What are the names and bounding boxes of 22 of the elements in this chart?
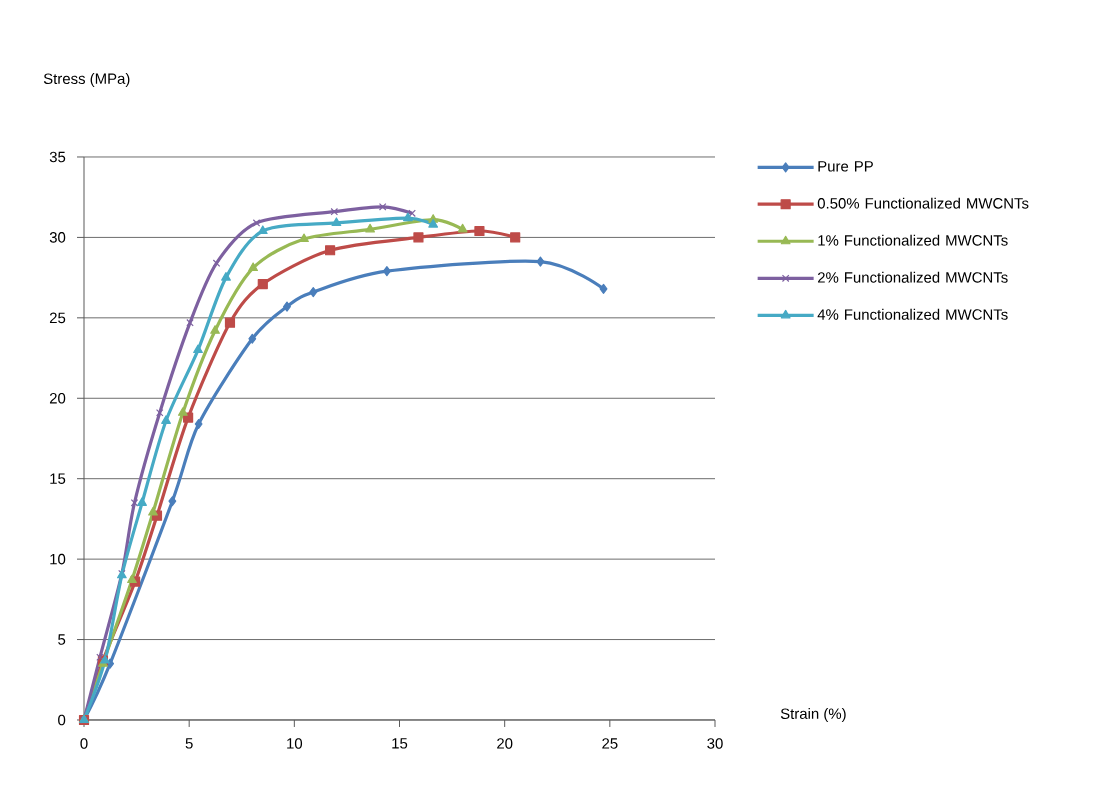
legend-label: Pure PP (818, 161, 873, 172)
y-tick-label: 25 (49, 312, 66, 324)
legend-label: 2% Functionalized MWCNTs (817, 271, 1008, 283)
x-tick-label: 30 (707, 738, 723, 749)
x-tick-label: 10 (287, 738, 303, 749)
x-tick-label: 5 (185, 738, 193, 749)
y-tick-label: 0 (58, 714, 66, 726)
legend-label: 1% Functionalized MWCNTs (818, 234, 1008, 246)
x-axis-title: Strain (%) (780, 708, 846, 722)
y-tick-label: 35 (49, 151, 66, 163)
x-tick-label: 20 (497, 738, 513, 749)
x-tick-label: 25 (602, 738, 618, 749)
y-tick-label: 30 (49, 232, 66, 243)
legend-label: 0.50% Functionalized MWCNTs (817, 197, 1029, 209)
legend-label: 4% Functionalized MWCNTs (817, 308, 1008, 320)
y-tick-label: 10 (50, 553, 66, 565)
y-tick-label: 5 (58, 634, 66, 645)
y-tick-label: 20 (49, 392, 66, 404)
y-tick-label: 15 (50, 473, 66, 484)
y-axis-title: Stress (MPa) (43, 73, 130, 87)
x-tick-label: 15 (392, 738, 408, 749)
x-tick-label: 0 (80, 738, 88, 749)
